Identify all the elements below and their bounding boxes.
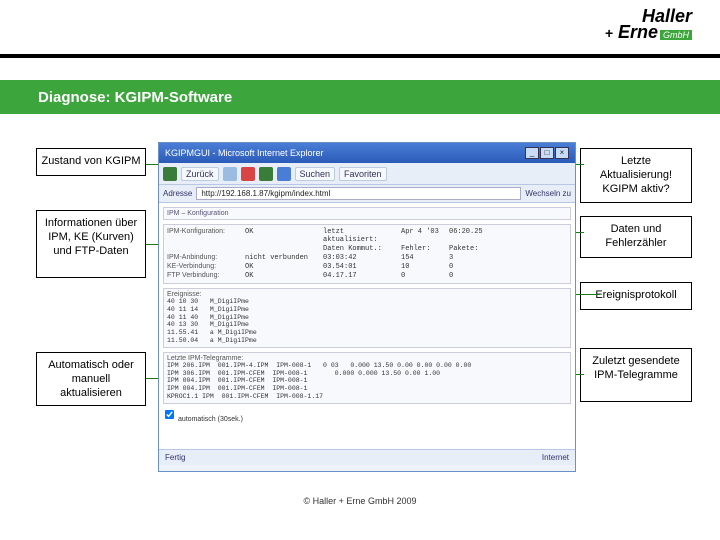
forward-icon[interactable] <box>223 167 237 181</box>
callout-info: Informationen über IPM, KE (Kurven) und … <box>36 210 146 278</box>
divider-bar <box>0 54 720 58</box>
favorites-button[interactable]: Favoriten <box>339 167 387 181</box>
close-button[interactable]: × <box>555 147 569 159</box>
slide-title: Diagnose: KGIPM-Software <box>38 89 232 106</box>
home-icon[interactable] <box>277 167 291 181</box>
maximize-button[interactable]: □ <box>540 147 554 159</box>
info-row: IPM-Anbindung:nicht verbunden03:03:42154… <box>167 254 567 262</box>
callout-state: Zustand von KGIPM <box>36 148 146 176</box>
events-section: Ereignisse: 40 10 30 M_DigiIPme 40 11 14… <box>163 288 571 348</box>
refresh-label: automatisch (30sek.) <box>178 416 243 423</box>
telegrams-section: Letzte IPM-Telegramme: IPM 206.IPM 001.I… <box>163 352 571 404</box>
window-title: KGIPMGUI - Microsoft Internet Explorer <box>165 148 324 158</box>
back-button[interactable]: Zurück <box>181 167 219 181</box>
logo-gmbh: GmbH <box>660 30 692 40</box>
minimize-button[interactable]: _ <box>525 147 539 159</box>
logo-line2: Erne <box>618 22 658 42</box>
company-logo: Haller + ErneGmbH <box>605 8 692 40</box>
slide-footer: © Haller + Erne GmbH 2009 <box>0 496 720 506</box>
connector <box>146 244 158 245</box>
state-section: IPM – Konfiguration <box>163 207 571 220</box>
callout-refresh: Automatisch oder manuell aktualisieren <box>36 352 146 406</box>
status-left: Fertig <box>165 453 185 462</box>
logo-plus: + <box>605 25 613 41</box>
slide-header: Diagnose: KGIPM-Software <box>0 80 720 114</box>
info-row: FTP Verbindung:OK04.17.1700 <box>167 272 567 280</box>
refresh-icon[interactable] <box>259 167 273 181</box>
connector <box>576 164 584 165</box>
address-input[interactable]: http://192.168.1.87/kgipm/index.html <box>196 187 521 200</box>
info-row: KE-Verbindung:OK03.54:01100 <box>167 263 567 271</box>
page-content: IPM – Konfiguration IPM-Konfiguration:OK… <box>159 203 575 449</box>
status-right: Internet <box>542 453 569 462</box>
auto-refresh-checkbox[interactable] <box>165 410 174 419</box>
go-button[interactable]: Wechseln zu <box>525 189 571 198</box>
window-buttons: _ □ × <box>525 147 569 159</box>
address-label: Adresse <box>163 189 192 198</box>
connector <box>146 164 158 165</box>
connector <box>576 232 584 233</box>
connector <box>146 378 158 379</box>
status-bar: Fertig Internet <box>159 449 575 465</box>
ie-window: KGIPMGUI - Microsoft Internet Explorer _… <box>158 142 576 472</box>
state-heading: IPM – Konfiguration <box>167 210 567 217</box>
callout-counters: Daten und Fehlerzähler <box>580 216 692 258</box>
connector <box>576 294 600 295</box>
telegrams-label: Letzte IPM-Telegramme: <box>167 355 567 362</box>
ie-toolbar: Zurück Suchen Favoriten <box>159 163 575 185</box>
window-titlebar: KGIPMGUI - Microsoft Internet Explorer _… <box>159 143 575 163</box>
callout-telegrams: Zuletzt gesendete IPM-Telegramme <box>580 348 692 402</box>
info-row: Daten Kommut.:Fehler:Pakete: <box>167 245 567 253</box>
info-row: IPM-Konfiguration:OKletzt aktualisiert:A… <box>167 228 567 244</box>
stop-icon[interactable] <box>241 167 255 181</box>
refresh-row: automatisch (30sek.) <box>163 408 571 423</box>
info-section: IPM-Konfiguration:OKletzt aktualisiert:A… <box>163 224 571 284</box>
connector <box>576 374 584 375</box>
search-button[interactable]: Suchen <box>295 167 336 181</box>
events-label: Ereignisse: <box>167 291 237 298</box>
callout-eventlog: Ereignisprotokoll <box>580 282 692 310</box>
address-bar: Adresse http://192.168.1.87/kgipm/index.… <box>159 185 575 203</box>
back-icon[interactable] <box>163 167 177 181</box>
callout-lastupdate: Letzte Aktualisierung! KGIPM aktiv? <box>580 148 692 203</box>
